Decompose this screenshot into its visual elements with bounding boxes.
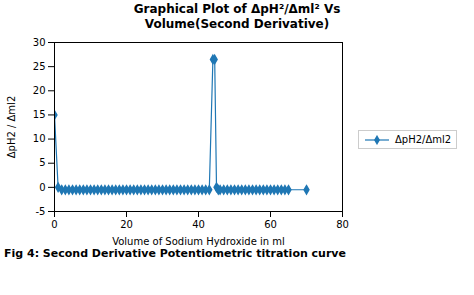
svg-text:Volume of Sodium Hydroxide in: Volume of Sodium Hydroxide in ml: [112, 236, 285, 247]
html-text:Graphical Plot of ΔpH²/Δml² Vs: Graphical Plot of ΔpH²/Δml² Vs: [133, 2, 341, 16]
html-text:ΔpH2/Δml2: ΔpH2/Δml2: [395, 134, 452, 145]
html-text:Fig 4: Second Derivative Poten: Fig 4: Second Derivative Potentiometric …: [4, 247, 346, 260]
svg-text:80: 80: [336, 219, 349, 230]
svg-text:20: 20: [33, 85, 46, 96]
svg-text:0: 0: [39, 182, 45, 193]
svg-text:10: 10: [33, 133, 46, 144]
svg-text:20: 20: [120, 219, 133, 230]
svg-text:5: 5: [39, 157, 45, 168]
svg-text:40: 40: [192, 219, 205, 230]
svg-text:60: 60: [264, 219, 277, 230]
svg-text:-5: -5: [36, 206, 46, 217]
svg-text:25: 25: [33, 61, 46, 72]
svg-text:ΔpH2 / Δml2: ΔpH2 / Δml2: [6, 96, 17, 159]
svg-text:0: 0: [51, 219, 57, 230]
svg-text:30: 30: [33, 37, 46, 48]
html-text:Volume(Second Derivative): Volume(Second Derivative): [144, 17, 330, 31]
svg-text:15: 15: [33, 109, 46, 120]
